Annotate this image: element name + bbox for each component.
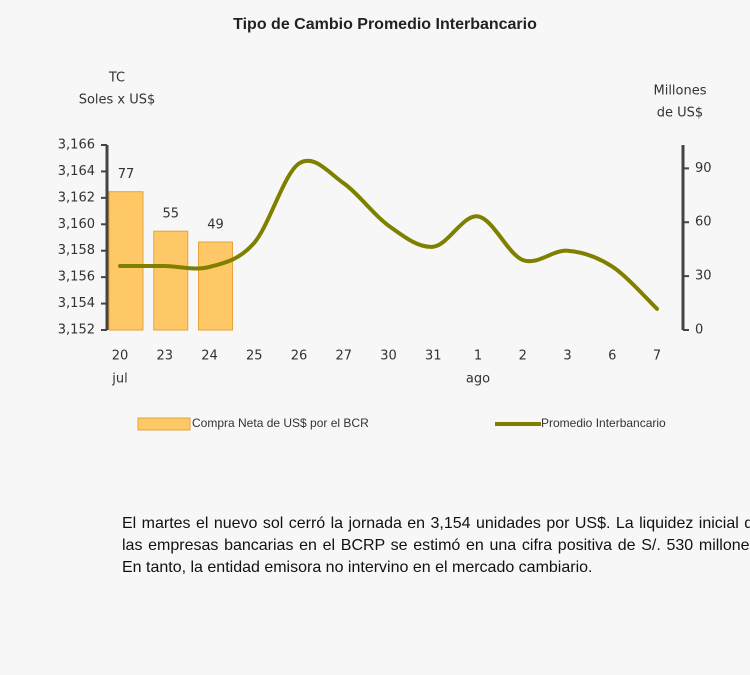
legend-swatch	[137, 417, 191, 431]
paragraph: El martes el nuevo sol cerró la jornada …	[122, 515, 750, 576]
chart-title: Tipo de Cambio Promedio Interbancario	[233, 16, 537, 33]
y-tick-label: 3,164	[58, 164, 95, 179]
legend-label: Promedio Interbancario	[541, 416, 666, 430]
bar-value-label: 77	[118, 167, 135, 182]
x-tick-label: 24	[201, 349, 218, 364]
x-tick-label: 25	[246, 349, 263, 364]
y2-tick-label: 60	[695, 215, 712, 230]
x-tick-label: 6	[608, 349, 616, 364]
x-tick-label: 31	[425, 349, 442, 364]
y2-axis-label: de US$	[657, 106, 703, 121]
x-tick-label: 7	[653, 349, 661, 364]
x-tick-label: 26	[291, 349, 308, 364]
x-group-label: jul	[111, 372, 127, 387]
y-tick-label: 3,158	[58, 243, 95, 258]
bar	[153, 230, 189, 331]
y2-tick-label: 0	[695, 323, 703, 338]
bar-value-label: 55	[162, 207, 179, 222]
x-tick-label: 1	[474, 349, 482, 364]
x-group-label: ago	[466, 372, 490, 387]
y-axis-label: TC	[108, 71, 125, 86]
x-tick-label: 23	[156, 349, 173, 364]
y-tick-label: 3,162	[58, 190, 95, 205]
bar	[108, 191, 144, 331]
y2-axis-label: Millones	[653, 84, 706, 99]
y-tick-label: 3,154	[58, 296, 95, 311]
y-tick-label: 3,152	[58, 323, 95, 338]
y-tick-label: 3,160	[58, 217, 95, 232]
x-tick-label: 20	[112, 349, 129, 364]
y-axis-label: Soles x US$	[79, 93, 156, 108]
y2-tick-label: 90	[695, 161, 712, 176]
chart: Tipo de Cambio Promedio Interbancario TC…	[58, 16, 712, 431]
bar	[198, 241, 233, 331]
y-tick-label: 3,156	[58, 270, 95, 285]
bar-value-label: 49	[207, 217, 224, 232]
x-tick-label: 30	[380, 349, 397, 364]
line	[118, 158, 659, 311]
y-tick-label: 3,166	[58, 138, 95, 153]
x-tick-label: 2	[519, 349, 527, 364]
x-tick-label: 3	[563, 349, 571, 364]
x-tick-label: 27	[335, 349, 352, 364]
legend-label: Compra Neta de US$ por el BCR	[192, 416, 369, 430]
y2-tick-label: 30	[695, 269, 712, 284]
